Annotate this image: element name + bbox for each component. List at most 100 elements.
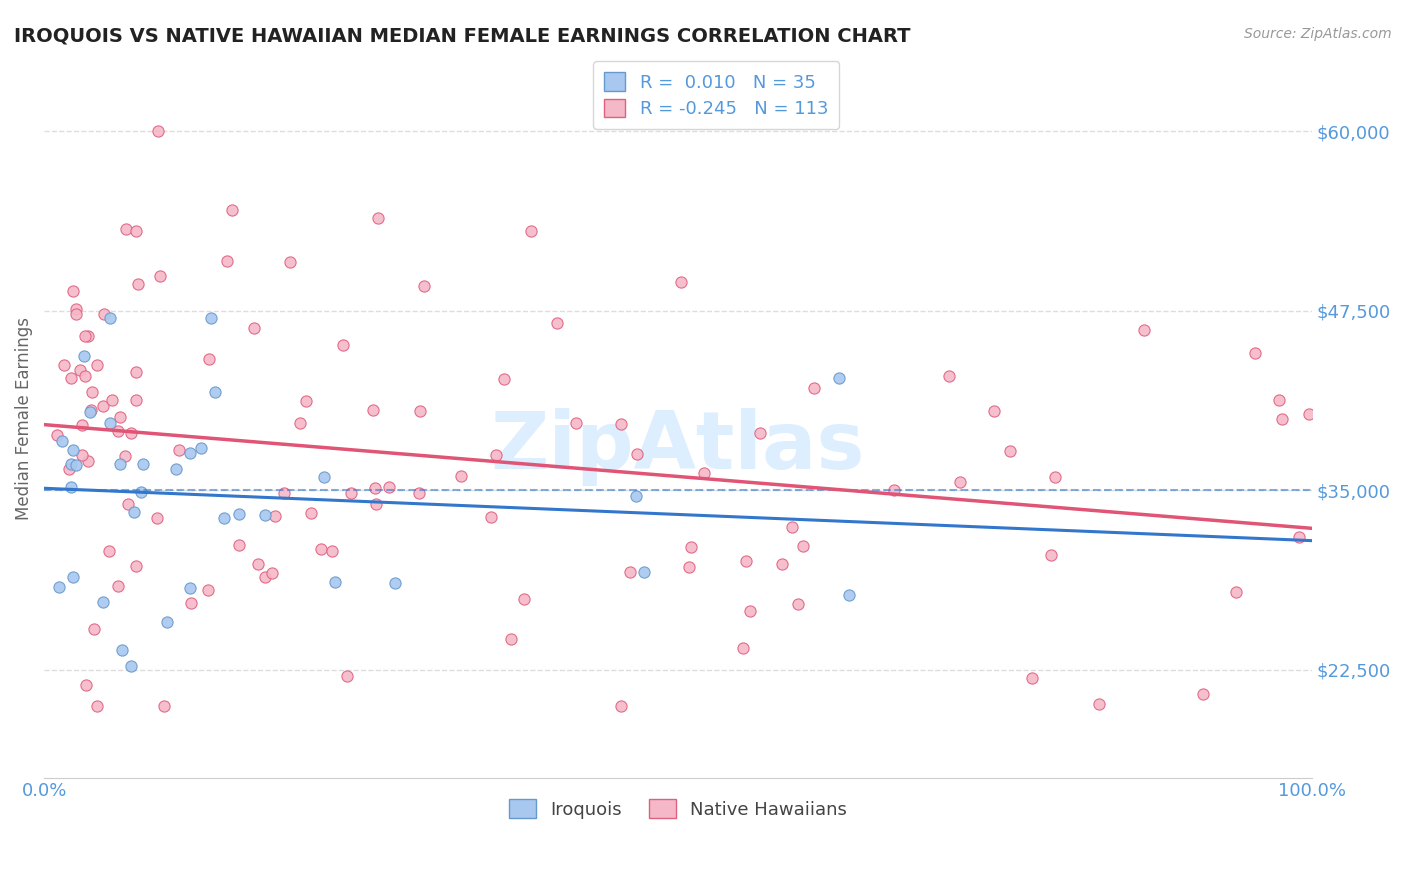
Point <box>120 425 142 440</box>
Point <box>264 509 287 524</box>
Point <box>299 506 322 520</box>
Point <box>179 581 201 595</box>
Point <box>479 510 502 524</box>
Point <box>125 392 148 407</box>
Point <box>212 510 235 524</box>
Point <box>221 203 243 218</box>
Point <box>633 565 655 579</box>
Point <box>1021 671 1043 685</box>
Point <box>323 574 346 589</box>
Point <box>363 402 385 417</box>
Point <box>86 698 108 713</box>
Point <box>838 588 860 602</box>
Point <box>79 402 101 417</box>
Point <box>197 582 219 597</box>
Point <box>278 255 301 269</box>
Point <box>93 307 115 321</box>
Point <box>73 368 96 383</box>
Point <box>80 385 103 400</box>
Point <box>619 565 641 579</box>
Point <box>678 559 700 574</box>
Point <box>792 539 814 553</box>
Point <box>83 622 105 636</box>
Point <box>122 505 145 519</box>
Point <box>110 409 132 424</box>
Point <box>242 321 264 335</box>
Point <box>228 538 250 552</box>
Point <box>228 508 250 522</box>
Point <box>114 222 136 236</box>
Point <box>336 669 359 683</box>
Point <box>883 483 905 498</box>
Point <box>108 457 131 471</box>
Point <box>125 366 148 380</box>
Point <box>156 615 179 630</box>
Point <box>101 393 124 408</box>
Point <box>146 511 169 525</box>
Point <box>501 632 523 647</box>
Point <box>200 311 222 326</box>
Point <box>125 224 148 238</box>
Point <box>332 338 354 352</box>
Point <box>321 544 343 558</box>
Point <box>70 448 93 462</box>
Point <box>938 369 960 384</box>
Point <box>564 416 586 430</box>
Point <box>949 475 972 490</box>
Point <box>366 497 388 511</box>
Point <box>180 596 202 610</box>
Point <box>111 643 134 657</box>
Point <box>787 597 810 611</box>
Point <box>294 394 316 409</box>
Point <box>125 558 148 573</box>
Point <box>73 349 96 363</box>
Point <box>770 558 793 572</box>
Point <box>1045 470 1067 484</box>
Point <box>610 417 633 431</box>
Text: IROQUOIS VS NATIVE HAWAIIAN MEDIAN FEMALE EARNINGS CORRELATION CHART: IROQUOIS VS NATIVE HAWAIIAN MEDIAN FEMAL… <box>14 27 911 45</box>
Point <box>129 484 152 499</box>
Point <box>519 224 541 238</box>
Point <box>59 457 82 471</box>
Point <box>153 698 176 713</box>
Point <box>79 405 101 419</box>
Point <box>384 575 406 590</box>
Point <box>740 604 762 618</box>
Point <box>1244 346 1267 360</box>
Point <box>998 443 1021 458</box>
Point <box>1133 323 1156 337</box>
Point <box>1192 687 1215 701</box>
Point <box>377 480 399 494</box>
Point <box>76 328 98 343</box>
Point <box>450 469 472 483</box>
Point <box>693 466 716 480</box>
Point <box>45 428 67 442</box>
Point <box>65 458 87 473</box>
Point <box>204 385 226 400</box>
Point <box>492 372 515 386</box>
Point <box>731 641 754 656</box>
Point <box>51 434 73 449</box>
Point <box>247 557 270 571</box>
Point <box>309 541 332 556</box>
Point <box>120 659 142 673</box>
Point <box>107 424 129 438</box>
Text: ZipAtlas: ZipAtlas <box>491 409 865 486</box>
Point <box>1088 698 1111 712</box>
Point <box>98 416 121 430</box>
Point <box>114 449 136 463</box>
Point <box>273 485 295 500</box>
Point <box>215 254 238 268</box>
Point <box>62 284 84 298</box>
Point <box>169 443 191 458</box>
Point <box>546 316 568 330</box>
Point <box>412 278 434 293</box>
Point <box>149 268 172 283</box>
Point <box>624 490 647 504</box>
Point <box>803 381 825 395</box>
Point <box>65 307 87 321</box>
Point <box>1268 393 1291 408</box>
Point <box>626 447 648 461</box>
Point <box>828 371 851 385</box>
Point <box>1288 530 1310 544</box>
